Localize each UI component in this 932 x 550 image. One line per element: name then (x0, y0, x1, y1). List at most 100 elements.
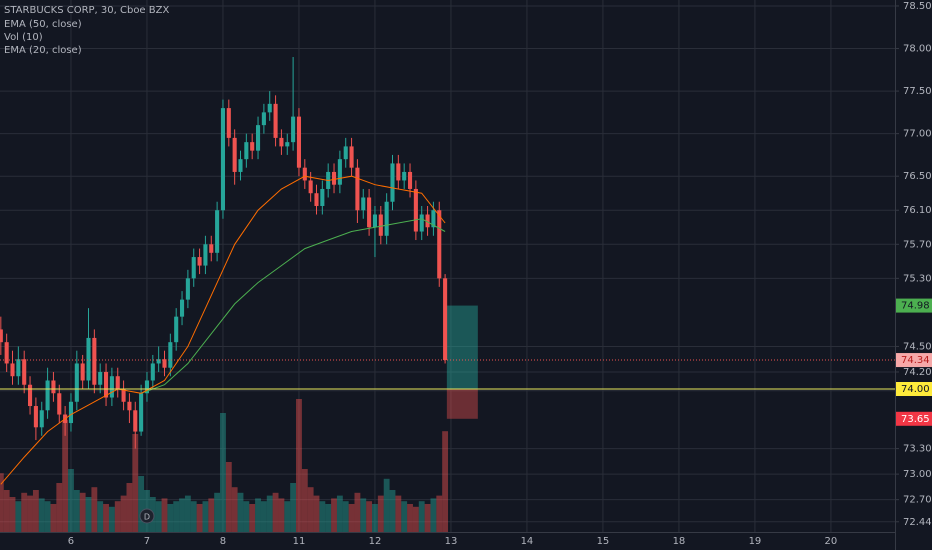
candle-body (308, 180, 313, 194)
volume-bar (103, 504, 109, 532)
candle-body (367, 197, 372, 228)
candle-body (390, 163, 395, 202)
candle-body (22, 359, 27, 385)
y-tick-label: 77.50 (903, 86, 932, 97)
volume-bar (173, 501, 180, 532)
volume-bar (97, 501, 104, 532)
volume-bar (272, 492, 279, 532)
x-tick-label: 8 (220, 536, 226, 547)
x-tick-label: 11 (293, 536, 306, 547)
candle-body (384, 201, 389, 236)
volume-bar (348, 504, 355, 532)
volume-bar (372, 504, 378, 532)
position-target (446, 305, 478, 389)
candle-body (361, 197, 366, 211)
volume-bar (243, 501, 250, 532)
legend-entry: Vol (10) (4, 32, 43, 43)
candle-body (396, 163, 401, 181)
volume-bar (62, 420, 69, 532)
candle-body (372, 214, 377, 228)
price-tag-label: 74.34 (901, 355, 930, 366)
y-tick-label: 78.50 (903, 1, 932, 12)
volume-bar (319, 501, 326, 532)
volume-bar (307, 487, 314, 532)
candle-body (74, 363, 79, 402)
candle-body (0, 329, 3, 343)
price-tag-label: 74.98 (901, 301, 930, 312)
volume-bar (44, 501, 51, 532)
volume-bar (249, 504, 256, 532)
volume-bar (336, 495, 343, 532)
volume-bar (284, 501, 291, 532)
volume-bar (208, 498, 215, 532)
candle-body (320, 188, 325, 206)
price-tag (896, 381, 932, 396)
volume-bar (301, 469, 308, 532)
volume-bar (15, 501, 22, 532)
y-tick-label: 75.30 (903, 273, 932, 284)
candle-body (343, 146, 348, 160)
candle-body (437, 210, 442, 279)
candle-body (103, 371, 109, 398)
volume-bar (161, 498, 168, 532)
x-tick-label: 20 (825, 536, 838, 547)
candle-body (279, 137, 284, 147)
volume-bar (383, 478, 390, 532)
volume-bar (79, 492, 86, 532)
volume-bar (9, 497, 16, 532)
x-tick-label: 7 (144, 536, 150, 547)
candle-body (220, 108, 226, 211)
price-tag-label: 74.00 (901, 384, 930, 395)
volume-bar (27, 495, 33, 532)
candle-body (314, 193, 319, 206)
candle-body (261, 112, 266, 126)
volume-bar (377, 495, 384, 532)
volume-bar (290, 483, 297, 532)
candle-body (431, 210, 436, 228)
y-tick-label: 73.30 (903, 444, 932, 455)
volume-bar (395, 495, 402, 532)
candle-body (115, 376, 120, 389)
legend-entry: EMA (50, close) (4, 19, 82, 30)
volume-bar (260, 501, 267, 532)
candle-body (203, 244, 208, 266)
candle-body (407, 171, 413, 189)
volume-bar (202, 501, 209, 532)
volume-bar (73, 490, 80, 532)
candle-body (425, 214, 430, 228)
x-tick-label: 6 (68, 536, 74, 547)
price-tag (896, 353, 932, 368)
candle-body (296, 116, 302, 168)
candle-body (150, 363, 155, 381)
candle-body (209, 244, 214, 253)
volume-bar (407, 504, 413, 532)
candle-body (302, 167, 307, 181)
candle-body (402, 171, 407, 181)
candle-body (139, 393, 144, 432)
volume-bar (442, 431, 449, 532)
candle-body (86, 337, 91, 381)
candle-body (162, 359, 167, 368)
volume-bar (179, 498, 185, 532)
x-tick-label: 14 (521, 536, 534, 547)
volume-bar (184, 495, 191, 532)
y-tick-label: 72.70 (903, 495, 932, 506)
volume-bar (21, 492, 28, 532)
indicator-layer (0, 175, 895, 485)
volume-bar (360, 498, 367, 532)
candle-body (413, 188, 418, 232)
volume-bar (331, 498, 337, 532)
candle-body (226, 108, 231, 138)
candle-body (45, 380, 50, 411)
candle-body (127, 401, 132, 411)
candle-body (121, 388, 126, 402)
candle-body (273, 103, 278, 138)
x-tick-label: 15 (597, 536, 610, 547)
volume-bar (436, 495, 443, 532)
volume-bar (155, 501, 162, 532)
volume-bar (354, 492, 361, 532)
chart-title: STARBUCKS CORP, 30, Cboe BZX (4, 5, 169, 16)
volume-bar (418, 501, 425, 532)
volume-bar (296, 399, 302, 532)
candle-body (255, 125, 261, 151)
